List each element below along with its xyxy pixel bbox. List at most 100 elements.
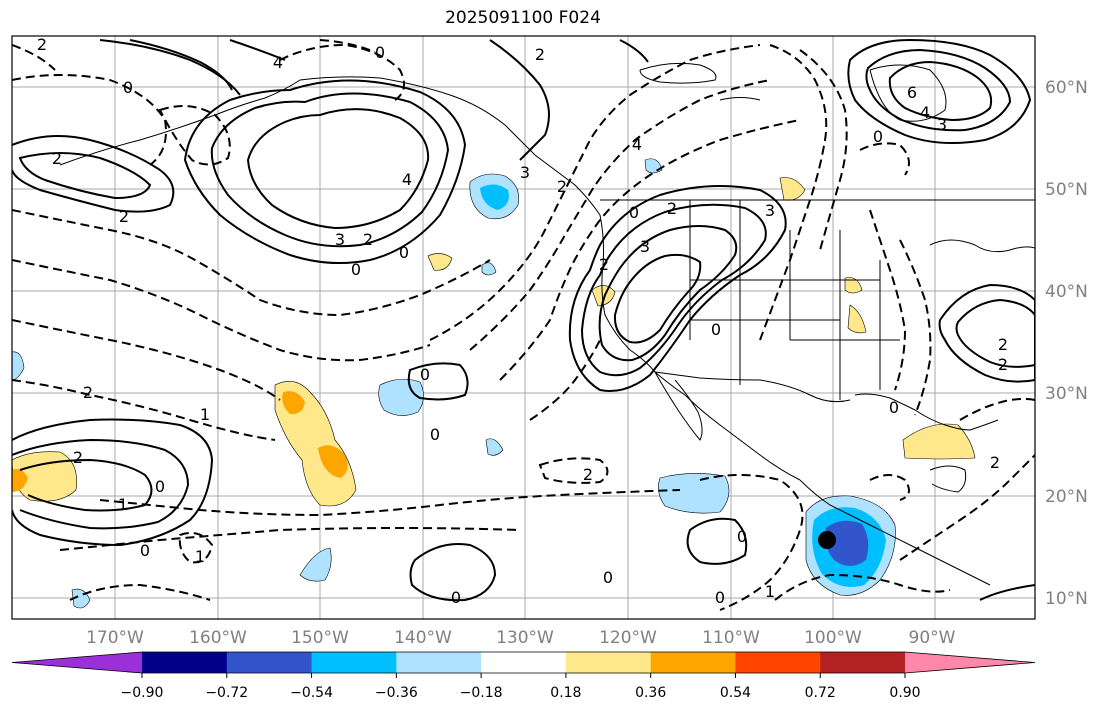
lon-label: 100°W xyxy=(804,628,862,648)
contour-neg-23 xyxy=(899,454,1035,561)
lat-labels: 60°N 50°N 40°N 30°N 20°N 10°N xyxy=(1045,78,1088,609)
contour-pos-top-5 xyxy=(619,39,649,63)
contour-label: 2 xyxy=(998,335,1008,354)
contour-label: 0 xyxy=(715,588,725,607)
contour-neg-7 xyxy=(429,44,761,341)
contour-neg-6 xyxy=(12,379,276,441)
storm-center-dot xyxy=(818,531,836,549)
contour-neg-22 xyxy=(774,573,951,601)
contour-neg-16 xyxy=(99,489,681,517)
colorbar-tick-label: 0.18 xyxy=(550,685,581,701)
contour-pos-south-1 xyxy=(409,543,497,602)
lat-label: 10°N xyxy=(1045,589,1088,609)
contour-neg-10 xyxy=(529,339,601,421)
contour-label: 0 xyxy=(399,243,409,262)
contour-neg-21 xyxy=(699,474,804,611)
contour-label: 2 xyxy=(119,207,129,226)
contour-label: 4 xyxy=(273,53,283,72)
shade-alaska-gulf-inner xyxy=(480,184,509,210)
shade-small-blue-2 xyxy=(481,262,497,276)
contour-label: 0 xyxy=(351,260,361,279)
yucatan xyxy=(929,465,967,493)
contour-pos-alaska xyxy=(183,79,467,265)
contour-label: 2 xyxy=(990,453,1000,472)
colorbar-tick-label: −0.18 xyxy=(460,685,503,701)
contour-label: 6 xyxy=(907,83,917,102)
contour-pos-top-4 xyxy=(489,39,550,161)
map-frame xyxy=(11,35,1036,620)
mexico-south-coast xyxy=(799,479,991,586)
shade-west-orange xyxy=(12,469,28,492)
contour-label: 0 xyxy=(420,365,430,384)
contour-pos-southwest xyxy=(12,418,214,547)
contour-neg-14 xyxy=(899,239,932,416)
contour-label: 1 xyxy=(765,582,775,601)
contour-label: 3 xyxy=(335,230,345,249)
contour-pos-alaska-2 xyxy=(210,92,450,248)
gulf-coast xyxy=(854,393,999,431)
coastlines xyxy=(59,62,1035,586)
contour-neg-24 xyxy=(869,474,910,501)
colorbar-segment xyxy=(820,652,906,673)
contour-pos-hudson-3 xyxy=(888,60,993,122)
contour-pos-california xyxy=(568,185,787,392)
contour-label: 4 xyxy=(402,170,412,189)
contour-neg-1 xyxy=(12,74,167,166)
colorbar-extend-min xyxy=(12,652,142,673)
colorbar-segment xyxy=(311,652,397,673)
contour-label: 0 xyxy=(629,203,639,222)
lon-labels: 170°W 160°W 150°W 140°W 130°W 120°W 110°… xyxy=(86,628,956,648)
contour-pos-california-4 xyxy=(613,253,702,344)
aleutian-chain xyxy=(59,79,301,166)
contour-label: 2 xyxy=(37,35,47,54)
colorbar-segment xyxy=(735,652,821,673)
contour-neg-20 xyxy=(69,583,211,601)
colorbar-segment xyxy=(481,652,567,673)
contour-neg-12 xyxy=(799,49,848,251)
shade-small-yellow-1 xyxy=(427,253,453,271)
contour-label: 2 xyxy=(998,355,1008,374)
contour-label: 1 xyxy=(195,547,205,566)
great-lakes xyxy=(929,239,1035,253)
contour-label: 0 xyxy=(711,320,721,339)
contour-neg-2 xyxy=(158,105,231,166)
lon-label: 160°W xyxy=(189,628,247,648)
contour-label: 3 xyxy=(520,163,530,182)
colorbar-segment xyxy=(142,652,228,673)
contour-neg-28 xyxy=(12,44,56,71)
contour-neg-11 xyxy=(759,44,828,341)
colorbar-extend-max xyxy=(905,652,1035,673)
baja-peninsula xyxy=(654,371,703,441)
contour-neg-19 xyxy=(178,532,214,564)
contour-label: 3 xyxy=(937,115,947,134)
contour-label: 0 xyxy=(451,588,461,607)
colorbar-tick-label: −0.54 xyxy=(290,685,333,701)
colorbar-tick-label: 0.54 xyxy=(720,685,751,701)
lon-label: 140°W xyxy=(394,628,452,648)
colorbar-tick-label: −0.90 xyxy=(121,685,164,701)
contour-pos-southwest-3 xyxy=(19,458,153,512)
lon-label: 150°W xyxy=(291,628,349,648)
contours-positive xyxy=(12,38,1035,602)
shade-hawaii-orange-a xyxy=(282,391,305,415)
contour-label: 3 xyxy=(765,201,775,220)
colorbar-tick-label: 0.90 xyxy=(889,685,920,701)
shade-hawaii-orange-b xyxy=(318,445,348,478)
lat-label: 40°N xyxy=(1045,282,1088,302)
contour-label: 0 xyxy=(430,425,440,444)
lat-label: 30°N xyxy=(1045,384,1088,404)
contour-pos-alaska-3 xyxy=(246,108,430,230)
contour-pos-top-2 xyxy=(129,39,233,91)
shade-gulf-yellow xyxy=(902,423,976,460)
contour-pos-south-2 xyxy=(686,517,748,565)
shade-small-yellow-4 xyxy=(847,304,867,334)
shade-central-blue xyxy=(378,378,424,416)
contour-neg-26 xyxy=(279,43,405,101)
contour-pos-california-3 xyxy=(598,225,738,362)
shade-small-blue-1 xyxy=(299,547,332,582)
contour-neg-8 xyxy=(469,79,771,351)
shade-small-blue-3 xyxy=(485,438,504,456)
lon-label: 170°W xyxy=(86,628,144,648)
contour-pos-east xyxy=(938,283,1035,383)
contour-label: 2 xyxy=(667,199,677,218)
